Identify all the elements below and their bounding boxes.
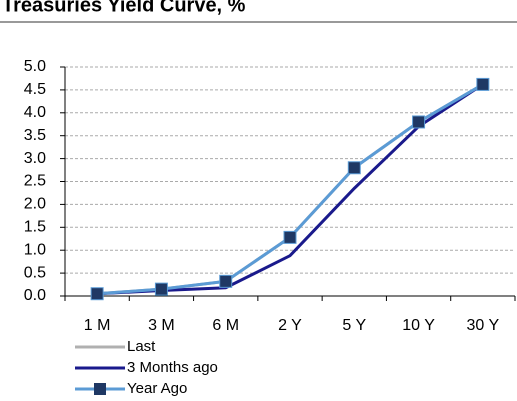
y-tick-label: 3.0 [24,150,46,167]
series-marker [476,77,490,91]
series-marker [90,287,104,301]
legend-label: Last [127,338,156,355]
y-tick-label: 2.5 [24,173,46,190]
series-marker [219,274,233,288]
x-tick-label: 6 M [212,317,239,334]
y-tick-label: 1.0 [24,241,46,258]
series-marker [154,282,168,296]
y-tick-label: 0.0 [24,287,46,304]
y-tick-label: 2.0 [24,196,46,213]
series-marker [283,230,297,244]
x-tick-label: 10 Y [402,317,435,334]
series-marker [347,161,361,175]
series-marker [412,115,426,129]
y-tick-label: 0.5 [24,264,46,281]
legend-label: Year Ago [127,380,187,397]
y-tick-label: 1.5 [24,219,46,236]
x-tick-label: 30 Y [467,317,500,334]
y-tick-label: 3.5 [24,127,46,144]
x-tick-label: 1 M [84,317,111,334]
y-tick-label: 4.5 [24,81,46,98]
y-tick-label: 4.0 [24,104,46,121]
legend-label: 3 Months ago [127,359,218,376]
y-tick-label: 5.0 [24,58,46,75]
chart-title: Treasuries Yield Curve, % [2,0,246,16]
x-tick-label: 5 Y [342,317,366,334]
legend-marker [94,383,106,395]
x-tick-label: 3 M [148,317,175,334]
x-tick-label: 2 Y [278,317,302,334]
